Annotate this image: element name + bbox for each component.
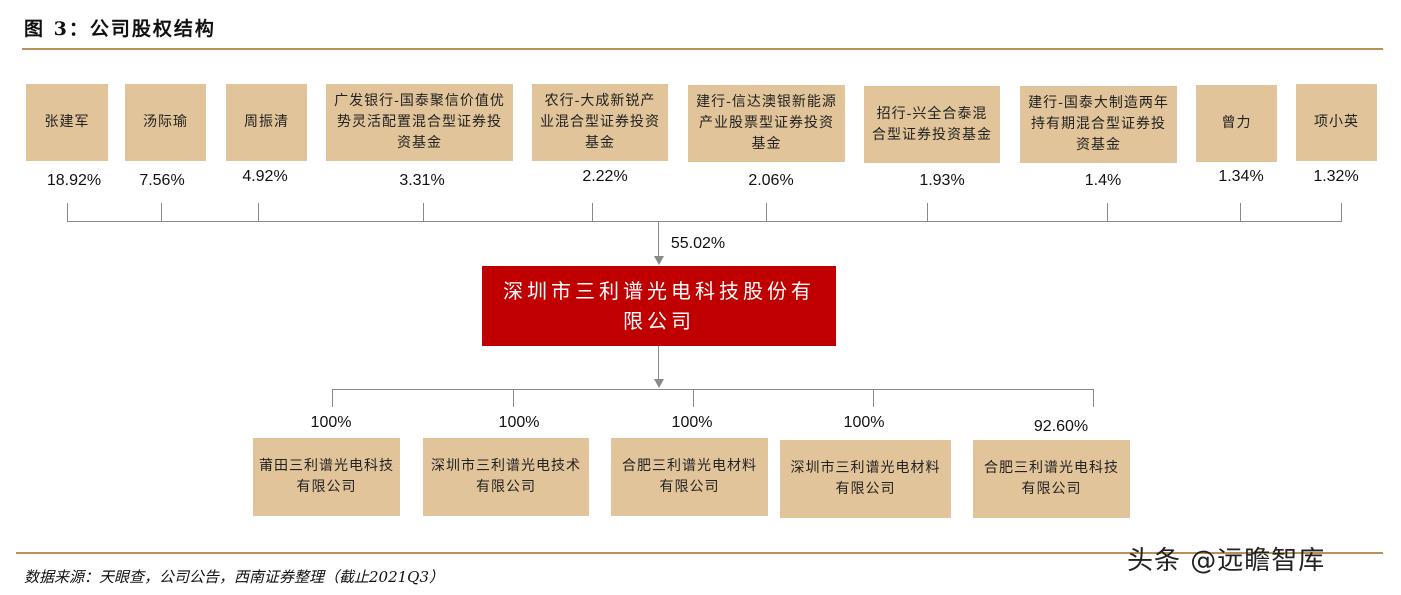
connector-line	[1093, 389, 1094, 407]
shareholder-pct: 1.32%	[1313, 168, 1359, 185]
shareholder-box: 招行-兴全合泰混合型证券投资基金	[864, 86, 1000, 163]
shareholder-pct: 1.93%	[919, 172, 965, 189]
connector-line	[1341, 203, 1342, 221]
connector-line	[332, 389, 333, 407]
connector-line	[513, 389, 514, 407]
source-note: 数据来源：天眼查，公司公告，西南证券整理（截止2021Q3）	[24, 568, 445, 586]
subsidiary-box: 合肥三利谱光电材料有限公司	[611, 438, 768, 516]
connector-line	[67, 221, 1342, 222]
subsidiary-pct: 100%	[843, 414, 885, 431]
connector-line	[927, 203, 928, 221]
shareholder-pct: 18.92%	[46, 172, 102, 189]
watermark: 头条 @远瞻智库	[1127, 546, 1326, 576]
main-company-box: 深圳市三利谱光电科技股份有限公司	[482, 266, 836, 346]
subsidiary-box: 深圳市三利谱光电技术有限公司	[423, 438, 589, 516]
subsidiary-box: 深圳市三利谱光电材料有限公司	[780, 440, 951, 518]
shareholder-box: 广发银行-国泰聚信价值优势灵活配置混合型证券投资基金	[326, 84, 513, 161]
connector-line	[161, 203, 162, 221]
arrow-down-icon	[654, 256, 664, 265]
shareholder-pct: 2.06%	[748, 172, 794, 189]
arrow-down-icon	[654, 379, 664, 388]
shareholder-pct: 1.4%	[1084, 172, 1122, 189]
shareholder-box: 张建军	[26, 84, 108, 161]
top-rule	[22, 48, 1383, 50]
shareholder-pct: 2.22%	[582, 168, 628, 185]
total-pct: 55.02%	[670, 235, 726, 252]
shareholder-box: 建行-国泰大制造两年持有期混合型证券投资基金	[1020, 86, 1177, 163]
connector-line	[1240, 203, 1241, 221]
shareholder-box: 项小英	[1296, 84, 1377, 161]
shareholder-box: 汤际瑜	[125, 84, 206, 161]
connector-line	[332, 389, 1094, 390]
shareholder-box: 建行-信达澳银新能源产业股票型证券投资基金	[688, 85, 845, 162]
connector-line	[873, 389, 874, 407]
shareholder-box: 农行-大成新锐产业混合型证券投资基金	[532, 84, 668, 161]
subsidiary-pct: 92.60%	[1033, 418, 1089, 435]
connector-line	[67, 203, 68, 221]
shareholder-pct: 1.34%	[1218, 168, 1264, 185]
connector-line	[766, 203, 767, 221]
connector-line	[423, 203, 424, 221]
subsidiary-box: 莆田三利谱光电科技有限公司	[253, 438, 400, 516]
connector-line	[693, 389, 694, 407]
subsidiary-pct: 100%	[671, 414, 713, 431]
connector-line	[592, 203, 593, 221]
subsidiary-pct: 100%	[498, 414, 540, 431]
subsidiary-pct: 100%	[310, 414, 352, 431]
subsidiary-box: 合肥三利谱光电科技有限公司	[973, 440, 1130, 518]
shareholder-pct: 4.92%	[242, 168, 288, 185]
shareholder-pct: 3.31%	[399, 172, 445, 189]
shareholder-pct: 7.56%	[139, 172, 185, 189]
connector-line	[658, 221, 659, 257]
connector-line	[658, 346, 659, 380]
bottom-rule	[16, 552, 1383, 554]
shareholder-box: 曾力	[1196, 85, 1277, 162]
figure-title: 图 3：公司股权结构	[24, 18, 216, 40]
connector-line	[258, 203, 259, 221]
shareholder-box: 周振清	[226, 84, 307, 161]
connector-line	[1107, 203, 1108, 221]
